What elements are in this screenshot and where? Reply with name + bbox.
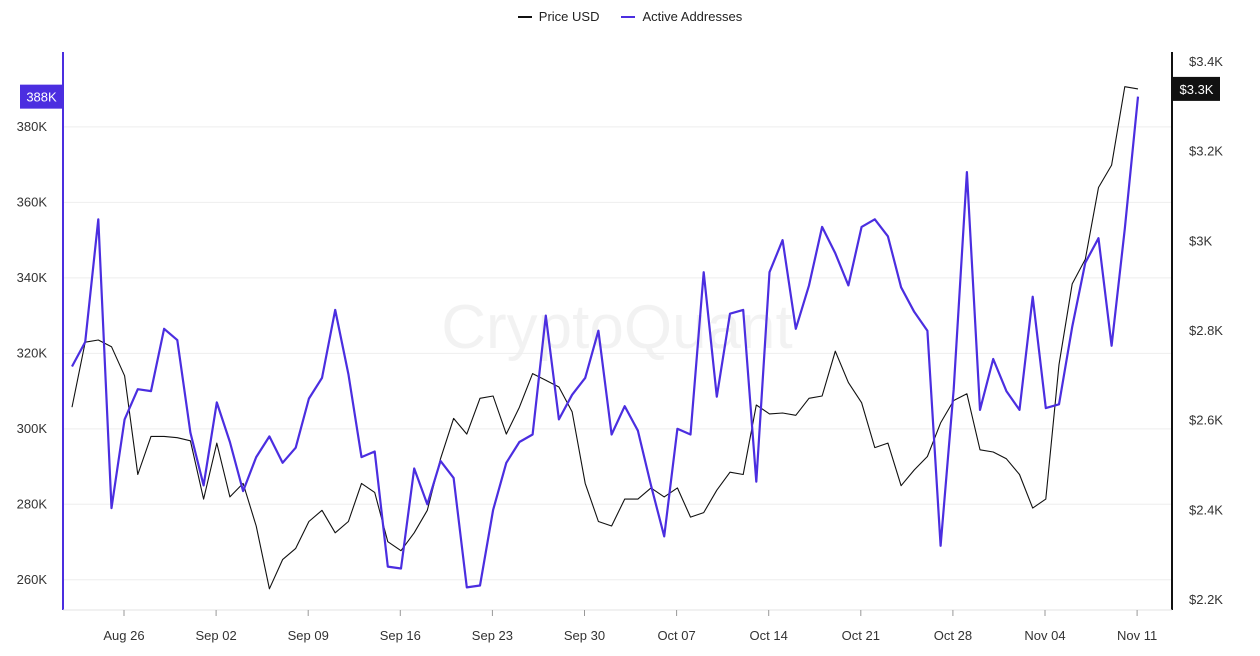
y-left-tick-label: 360K [17, 194, 48, 209]
series-line-active-addresses [71, 96, 1140, 589]
y-left-tick-label: 260K [17, 572, 48, 587]
series-line-price [71, 86, 1139, 590]
legend-label-price: Price USD [538, 9, 600, 24]
legend-swatch-price [517, 15, 532, 18]
x-tick-label: Nov 04 [1024, 628, 1065, 643]
axes: 260K 280K 300K 320K 340K 360K 380K $2.2K $2.4K $2… [17, 52, 1223, 643]
legend: Price USD Active Addresses [0, 9, 1260, 24]
y-left-tick-label: 300K [17, 421, 48, 436]
x-tick-label: Sep 09 [288, 628, 329, 643]
series-layer [71, 86, 1140, 590]
y-left-tick-label: 380K [17, 119, 48, 134]
x-tick-label: Nov 11 [1117, 628, 1157, 643]
y-right-tick-label: $2.8K [1189, 323, 1223, 338]
legend-label-active-addresses: Active Addresses [642, 9, 743, 24]
x-tick-label: Sep 16 [380, 628, 421, 643]
y-right-tick-label: $2.4K [1189, 502, 1223, 517]
x-tick-label: Sep 23 [472, 628, 513, 643]
x-tick-label: Oct 07 [657, 628, 695, 643]
y-left-tick-label: 340K [17, 270, 48, 285]
left-value-badge-text: 388K [26, 90, 57, 105]
x-tick-label: Sep 30 [564, 628, 605, 643]
x-tick-label: Oct 21 [842, 628, 880, 643]
legend-item-active-addresses[interactable]: Active Addresses [621, 9, 742, 24]
legend-swatch-active-addresses [621, 15, 636, 18]
y-right-tick-label: $3.2K [1189, 144, 1223, 159]
left-value-badge-bg [20, 84, 63, 109]
x-tick-label: Oct 28 [934, 628, 972, 643]
watermark: CryptoQuant [441, 293, 793, 362]
y-right-tick-label: $2.2K [1189, 592, 1223, 607]
x-tick-label: Oct 14 [750, 628, 788, 643]
x-tick-label: Sep 02 [195, 628, 236, 643]
y-left-tick-label: 280K [17, 496, 48, 511]
y-right-tick-label: $3.4K [1189, 54, 1223, 69]
right-value-badge-bg [1173, 76, 1220, 101]
y-right-tick-label: $3K [1189, 233, 1212, 248]
legend-item-price[interactable]: Price USD [517, 9, 600, 24]
value-badges: 388K $3.3K [20, 76, 1220, 109]
y-left-tick-label: 320K [17, 345, 48, 360]
y-right-tick-label: $2.6K [1189, 413, 1223, 428]
x-tick-label: Aug 26 [103, 628, 144, 643]
right-value-badge-text: $3.3K [1180, 82, 1214, 97]
grid-lines [63, 126, 1172, 581]
